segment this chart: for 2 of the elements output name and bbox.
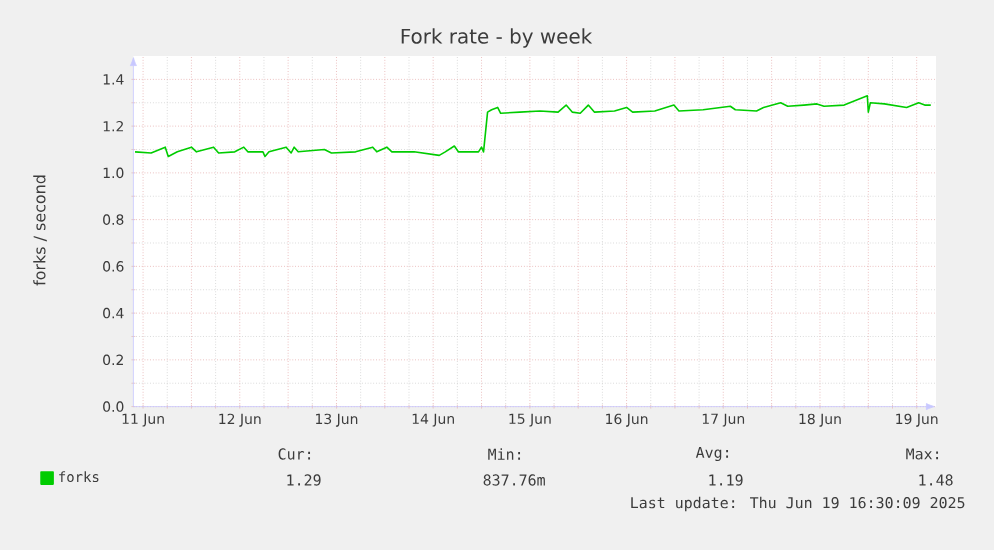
chart-title: Fork rate - by week	[401, 28, 593, 48]
line-series	[134, 94, 932, 158]
